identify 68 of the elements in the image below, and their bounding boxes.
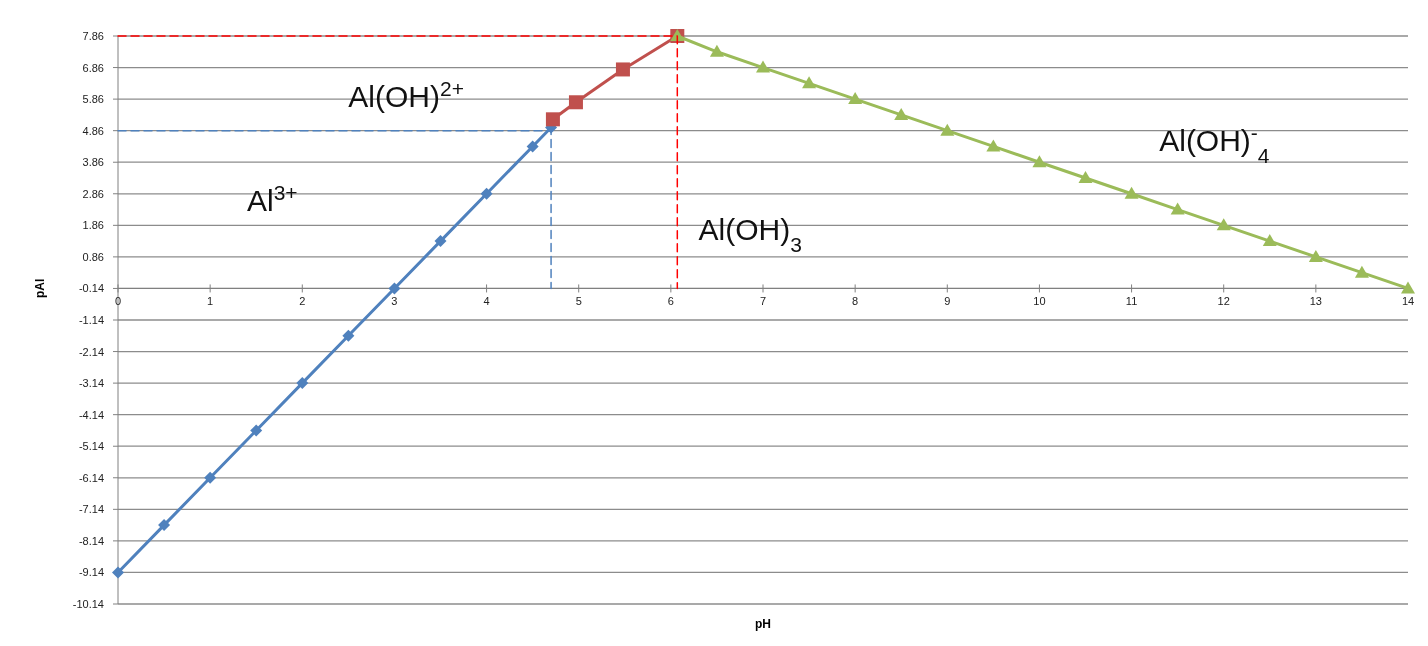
- y-tick-label: -2.14: [78, 345, 104, 358]
- point: [1124, 186, 1139, 199]
- y-tick-label: 1.86: [82, 219, 104, 232]
- y-tick-label: 0.86: [82, 250, 104, 263]
- x-tick-label: 10: [1033, 295, 1046, 308]
- x-tick-label: 5: [575, 295, 582, 308]
- x-tick-label: 0: [114, 295, 122, 308]
- point: [296, 377, 309, 390]
- x-tick-label: 8: [852, 295, 859, 308]
- y-tick-label: 6.86: [82, 61, 104, 74]
- y-tick-label: -10.14: [72, 598, 104, 610]
- x-axis-title: pH: [755, 617, 771, 631]
- point: [756, 60, 770, 73]
- x-tick-label: 7: [759, 295, 767, 308]
- point: [802, 76, 817, 89]
- y-tick-label: -1.14: [78, 314, 104, 326]
- annotation: Al(OH)$_{3}$: [698, 212, 802, 256]
- x-tick-label: 1: [207, 295, 214, 308]
- point: [545, 112, 560, 127]
- x-tick-label: 2: [299, 295, 306, 308]
- y-tick-label: 5.86: [82, 93, 104, 106]
- x-tick-label: 9: [944, 295, 951, 308]
- x-tick-label: 3: [391, 295, 398, 308]
- point: [1262, 234, 1277, 247]
- point: [568, 95, 583, 110]
- point: [480, 187, 493, 200]
- y-tick-label: -0.14: [78, 282, 104, 295]
- point: [112, 566, 124, 579]
- y-tick-label: -3.14: [78, 377, 104, 390]
- annotation: Al$^{3+}$: [247, 180, 298, 218]
- y-tick-label: 4.86: [82, 124, 104, 137]
- point: [1216, 218, 1231, 231]
- x-tick-label: 12: [1217, 295, 1230, 308]
- y-tick-label: -5.14: [78, 440, 104, 453]
- point: [1401, 281, 1415, 294]
- x-tick-label: 14: [1401, 295, 1415, 308]
- point: [615, 62, 630, 77]
- y-tick-label: 7.86: [82, 30, 104, 42]
- x-tick-label: 13: [1309, 295, 1322, 308]
- point: [158, 519, 171, 532]
- point: [986, 139, 1001, 152]
- point: [894, 107, 909, 120]
- point: [848, 92, 863, 105]
- point: [1170, 202, 1185, 215]
- y-tick-label: 3.86: [82, 156, 104, 169]
- y-tick-label: 2.86: [82, 187, 104, 200]
- point: [342, 329, 355, 342]
- point: [434, 235, 447, 248]
- x-tick-label: 11: [1125, 295, 1138, 308]
- y-tick-label: -4.14: [78, 408, 104, 421]
- y-tick-label: -9.14: [78, 566, 104, 579]
- point: [709, 44, 724, 57]
- point: [1032, 155, 1047, 168]
- point: [940, 123, 955, 136]
- point: [1308, 249, 1323, 262]
- point: [1354, 265, 1369, 278]
- point: [204, 471, 217, 484]
- point: [250, 424, 263, 437]
- x-tick-label: 6: [667, 295, 674, 308]
- point: [526, 140, 539, 153]
- annotation: Al(OH)$^{2+}$: [348, 76, 464, 114]
- y-tick-label: -8.14: [78, 534, 104, 547]
- point: [1078, 171, 1093, 183]
- y-tick-label: -6.14: [78, 471, 104, 484]
- y-tick-label: -7.14: [78, 503, 104, 516]
- x-tick-label: 4: [483, 295, 490, 308]
- point: [388, 282, 401, 295]
- y-axis-title: pAl: [33, 278, 47, 299]
